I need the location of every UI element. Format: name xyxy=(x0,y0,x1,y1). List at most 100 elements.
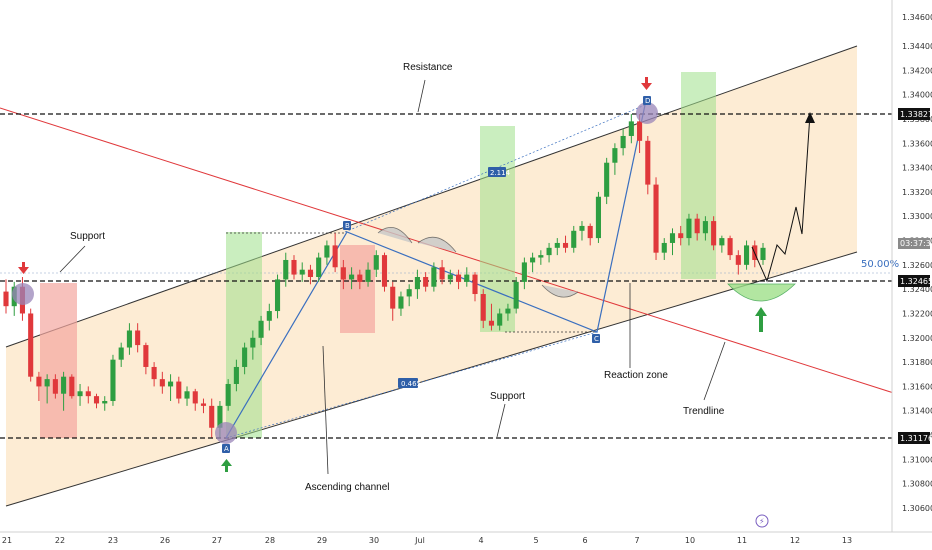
candle-body-up xyxy=(217,405,223,428)
price-tag-top-text: 1.33827 xyxy=(900,110,932,119)
candle-body-up xyxy=(604,162,610,197)
candle-body-up xyxy=(299,269,305,275)
candle-body-up xyxy=(686,218,692,239)
y-tick-label: 1.30600 xyxy=(902,504,932,513)
descending-trendline xyxy=(0,107,892,393)
point-a-badge xyxy=(222,444,230,453)
price-tag-mid xyxy=(898,275,930,287)
price-tag-mid-text: 1.32465 xyxy=(900,277,932,286)
projection-arrowhead xyxy=(805,112,815,123)
arc-2 xyxy=(417,236,457,253)
green-zone-1 xyxy=(226,232,262,438)
price-tag-top xyxy=(898,108,930,120)
x-tick-label: 12 xyxy=(790,536,800,545)
x-tick-label: 6 xyxy=(582,536,587,545)
candle-body-down xyxy=(423,277,429,287)
candle-body-up xyxy=(266,311,272,321)
point-d-badge xyxy=(643,96,651,105)
point-c-badge xyxy=(592,334,600,343)
candle-body-up xyxy=(242,347,248,367)
point-b-badge xyxy=(343,221,351,230)
pointer-support-bottom xyxy=(496,403,506,438)
candle-body-down xyxy=(381,255,388,287)
candle-body-up xyxy=(126,330,132,348)
candle-body-up xyxy=(398,296,404,309)
candle-body-down xyxy=(456,274,462,282)
price-tag-bottom xyxy=(898,432,930,444)
candle-body-up xyxy=(669,233,676,243)
candle-body-up xyxy=(505,308,511,314)
candle-body-down xyxy=(439,267,445,280)
x-axis-ticks: 21 22 23 26 27 28 29 30 Jul 4 5 6 7 10 11 12 13 xyxy=(2,536,852,545)
candle-body-up xyxy=(760,247,766,260)
candle-body-up xyxy=(258,320,264,338)
candle-body-up xyxy=(571,230,577,248)
candle-body-up xyxy=(538,255,544,258)
green-zone-2 xyxy=(480,126,515,332)
label-reaction-zone: Reaction zone xyxy=(604,370,668,381)
candle-body-down xyxy=(645,140,651,185)
label-trendline: Trendline xyxy=(683,406,725,417)
x-tick-label: 30 xyxy=(369,536,379,545)
y-tick-label: 1.34000 xyxy=(902,91,932,100)
pivot-circle-left xyxy=(12,283,34,305)
pointer-resistance xyxy=(417,79,426,113)
x-tick-label: 23 xyxy=(108,536,118,545)
candle-body-up xyxy=(743,245,750,265)
x-tick-label: 7 xyxy=(634,536,639,545)
candle-body-up xyxy=(464,274,470,282)
candle-body-up xyxy=(595,196,601,239)
label-support-left: Support xyxy=(70,231,105,242)
x-tick-label: 27 xyxy=(212,536,222,545)
candle-body-up xyxy=(530,257,536,263)
candle-body-up xyxy=(349,274,355,280)
green-up-arrow-right xyxy=(755,307,767,332)
red-down-arrow-left xyxy=(18,262,29,274)
candle-body-up xyxy=(233,366,239,384)
projection-path xyxy=(751,113,811,283)
candle-body-down xyxy=(735,255,741,265)
candle-body-down xyxy=(587,225,593,239)
pointer-support-left xyxy=(59,245,86,273)
candle-body-down xyxy=(36,376,42,387)
red-down-arrow-right xyxy=(641,77,652,90)
candle-body-down xyxy=(52,379,58,394)
ratio-badge-2-text: 0.465 xyxy=(401,380,421,388)
pointer-channel xyxy=(322,345,329,475)
pivot-circle-a xyxy=(215,422,237,444)
candle-body-up xyxy=(225,383,231,406)
candle-body-up xyxy=(44,379,50,387)
candle-body-up xyxy=(414,277,420,290)
reaction-bowl xyxy=(727,283,796,302)
candle-body-down xyxy=(488,320,495,326)
candle-body-down xyxy=(480,294,486,321)
x-tick-label: 11 xyxy=(737,536,747,545)
candle-body-down xyxy=(135,330,141,346)
candle-body-down xyxy=(143,345,149,367)
candle-body-up xyxy=(283,259,289,280)
candle-body-up xyxy=(406,289,412,297)
candle-body-down xyxy=(694,218,700,234)
y-tick-label: 1.33600 xyxy=(902,139,932,148)
candle-body-down xyxy=(727,238,733,256)
candle-body-up xyxy=(250,337,256,348)
red-zone-1 xyxy=(40,283,77,438)
candle-body-down xyxy=(69,376,75,397)
y-tick-label: 1.32000 xyxy=(902,334,932,343)
lightning-icon[interactable] xyxy=(755,514,769,528)
candle-body-down xyxy=(653,184,659,253)
candle-body-up xyxy=(316,257,322,277)
pivot-circle-d xyxy=(636,102,658,124)
candle-body-up xyxy=(365,269,371,282)
candle-body-up xyxy=(324,245,330,258)
candle-body-up xyxy=(61,376,67,394)
candle-body-down xyxy=(711,221,717,246)
candle-body-up xyxy=(110,359,116,402)
candle-body-up xyxy=(661,242,667,253)
label-fib-level: 50.00% xyxy=(861,259,899,270)
arc-3 xyxy=(541,284,579,298)
y-tick-label: 1.31600 xyxy=(902,382,932,391)
price-tag-bottom-text: 1.31176 xyxy=(900,434,932,443)
candle-body-down xyxy=(209,405,215,428)
